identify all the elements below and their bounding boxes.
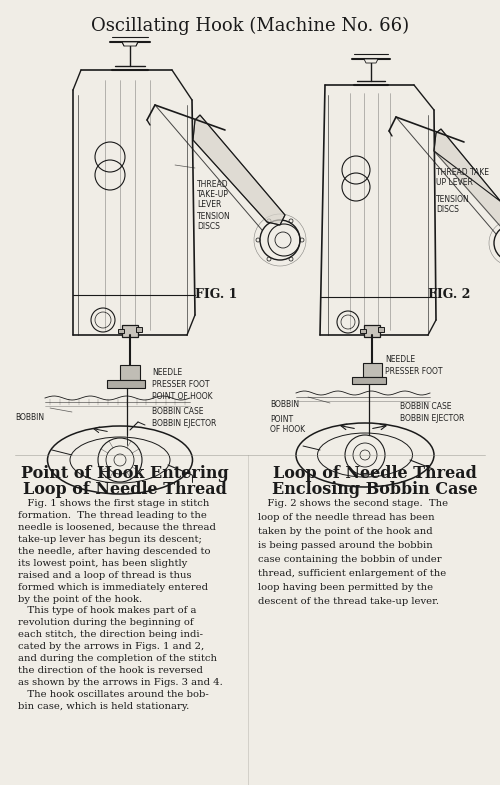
Text: Oscillating Hook (Machine No. 66): Oscillating Hook (Machine No. 66) [91,17,409,35]
Text: PRESSER FOOT: PRESSER FOOT [152,380,210,389]
Text: POINT
OF HOOK: POINT OF HOOK [270,415,305,433]
Text: THREAD TAKE
UP LEVER: THREAD TAKE UP LEVER [436,168,489,187]
Polygon shape [136,327,142,332]
Text: NEEDLE: NEEDLE [385,355,415,364]
Text: BOBBIN CASE: BOBBIN CASE [400,402,452,411]
Text: Enclosing Bobbin Case: Enclosing Bobbin Case [272,481,478,498]
Text: TENSION
DISCS: TENSION DISCS [197,212,231,231]
Polygon shape [193,115,285,225]
Polygon shape [364,325,380,337]
Polygon shape [118,329,124,333]
Text: FIG. 1: FIG. 1 [195,289,238,301]
Text: TENSION
DISCS: TENSION DISCS [436,195,470,214]
Text: BOBBIN: BOBBIN [270,400,299,409]
Text: BOBBIN EJECTOR: BOBBIN EJECTOR [152,419,216,428]
Text: FIG. 2: FIG. 2 [428,289,470,301]
Text: Point of Hook Entering: Point of Hook Entering [21,465,229,482]
Text: BOBBIN EJECTOR: BOBBIN EJECTOR [400,414,464,423]
Polygon shape [363,363,382,377]
Text: Fig. 2 shows the second stage.  The
loop of the needle thread has been
taken by : Fig. 2 shows the second stage. The loop … [258,499,448,606]
Text: BOBBIN: BOBBIN [15,413,44,422]
Text: Loop of Needle Thread: Loop of Needle Thread [23,481,227,498]
Polygon shape [120,365,140,380]
Text: Loop of Needle Thread: Loop of Needle Thread [273,465,477,482]
Polygon shape [107,380,145,388]
Polygon shape [122,325,138,337]
Text: THREAD
TAKE-UP
LEVER: THREAD TAKE-UP LEVER [197,180,229,209]
Polygon shape [352,377,386,384]
Polygon shape [434,129,500,230]
Text: Fig. 1 shows the first stage in stitch
formation.  The thread leading to the
nee: Fig. 1 shows the first stage in stitch f… [18,499,223,711]
Polygon shape [122,42,138,46]
Polygon shape [378,327,384,332]
Text: POINT OF HOOK: POINT OF HOOK [152,392,212,401]
Polygon shape [360,329,366,333]
Text: PRESSER FOOT: PRESSER FOOT [385,367,442,376]
Polygon shape [364,59,378,63]
Text: BOBBIN CASE: BOBBIN CASE [152,407,204,416]
Text: NEEDLE: NEEDLE [152,368,182,377]
